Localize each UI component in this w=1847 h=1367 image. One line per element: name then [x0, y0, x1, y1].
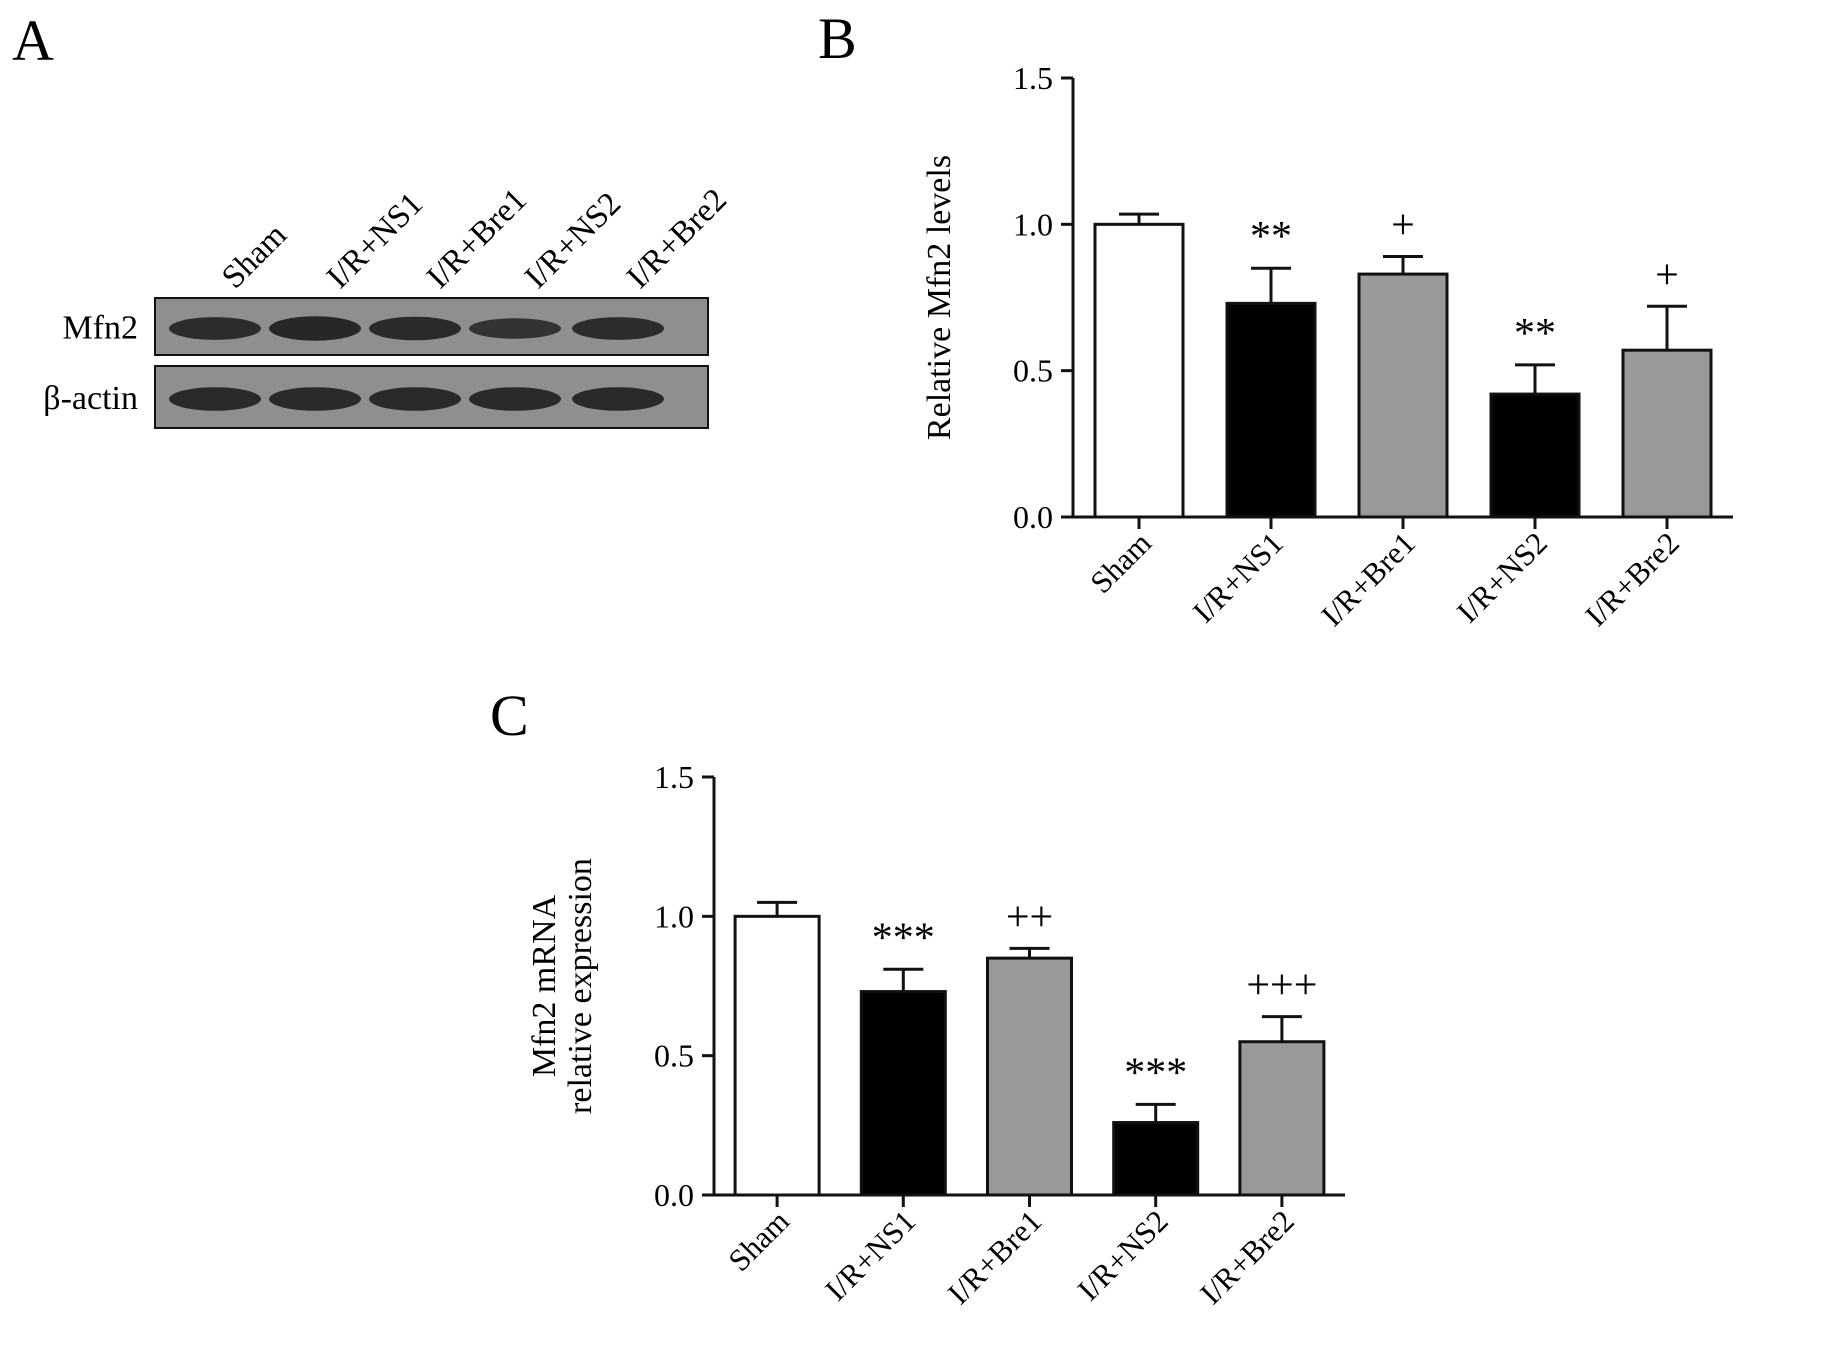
bar	[1238, 1040, 1326, 1197]
blot-row-label: Mfn2	[62, 310, 138, 347]
y-axis-label: relative expression	[562, 858, 599, 1114]
significance-label: **	[1514, 311, 1556, 357]
blot-band	[469, 387, 561, 411]
y-tick-label: 0.0	[654, 1177, 694, 1213]
significance-label: ++	[1006, 894, 1053, 940]
x-tick-label: Sham	[1083, 525, 1158, 600]
x-tick-label: I/R+Bre1	[941, 1203, 1049, 1311]
chart-b: 0.0 0.5 1.0 1.5 Relative Mfn2 levels Sham I/R+…	[921, 60, 1733, 633]
panel-b-letter: B	[818, 6, 857, 71]
blot-band	[369, 316, 461, 341]
bar	[986, 956, 1073, 1197]
y-tick-label: 1.5	[1013, 60, 1053, 96]
y-axis-label: Mfn2 mRNA	[526, 894, 563, 1077]
x-tick-label: I/R+Bre2	[1193, 1203, 1301, 1311]
x-tick-label: I/R+NS1	[1186, 525, 1290, 629]
significance-label: ***	[1124, 1050, 1187, 1096]
blot-lane-label: I/R+Bre2	[620, 182, 734, 296]
panel-a-letter: A	[12, 8, 54, 73]
blot-band	[169, 387, 261, 411]
blot-band	[369, 387, 461, 411]
blot-row-label: β-actin	[43, 380, 138, 417]
blot-band	[572, 387, 664, 411]
panel-c-letter: C	[490, 683, 529, 748]
bar	[859, 990, 947, 1197]
x-tick-label: I/R+Bre2	[1578, 525, 1686, 633]
blot-band	[469, 318, 561, 339]
x-tick-label: I/R+NS1	[818, 1203, 922, 1307]
bar	[1225, 301, 1317, 519]
x-tick-label: I/R+NS2	[1071, 1203, 1175, 1307]
blot-lane-label: I/R+NS2	[518, 186, 628, 296]
y-axis-label: Relative Mfn2 levels	[921, 155, 958, 440]
blot-band	[269, 387, 361, 411]
bar	[1112, 1121, 1200, 1197]
blot-lane-label: Sham	[215, 217, 294, 296]
x-tick-label: Sham	[721, 1203, 796, 1278]
bar	[1489, 392, 1581, 519]
x-tick-label: I/R+Bre1	[1314, 525, 1422, 633]
y-tick-label: 0.5	[654, 1038, 694, 1074]
y-tick-label: 1.0	[654, 898, 694, 934]
y-tick-label: 0.5	[1013, 353, 1053, 389]
blot-band	[572, 317, 664, 340]
bar	[733, 914, 821, 1197]
bar	[1357, 272, 1449, 519]
blot-row: Mfn2	[62, 297, 709, 356]
y-tick-label: 1.5	[654, 759, 694, 795]
blot-rows: Mfn2 β-actin	[43, 297, 709, 429]
blot-band	[269, 316, 361, 341]
y-tick-label: 0.0	[1013, 499, 1053, 535]
bar	[1621, 348, 1713, 519]
blot-band	[169, 317, 261, 340]
blot-row: β-actin	[43, 365, 709, 429]
x-tick-label: I/R+NS2	[1450, 525, 1554, 629]
significance-label: **	[1250, 214, 1292, 260]
y-tick-label: 1.0	[1013, 206, 1053, 242]
significance-label: +	[1391, 203, 1415, 249]
bar	[1093, 222, 1185, 519]
chart-c: 0.0 0.5 1.0 1.5 Mfn2 mRNA relative expression…	[526, 759, 1345, 1311]
significance-label: +++	[1246, 963, 1317, 1009]
significance-label: +	[1655, 252, 1679, 298]
blot-lane-label: I/R+NS1	[320, 186, 430, 296]
blot-lane-label: I/R+Bre1	[420, 182, 534, 296]
significance-label: ***	[872, 915, 935, 961]
